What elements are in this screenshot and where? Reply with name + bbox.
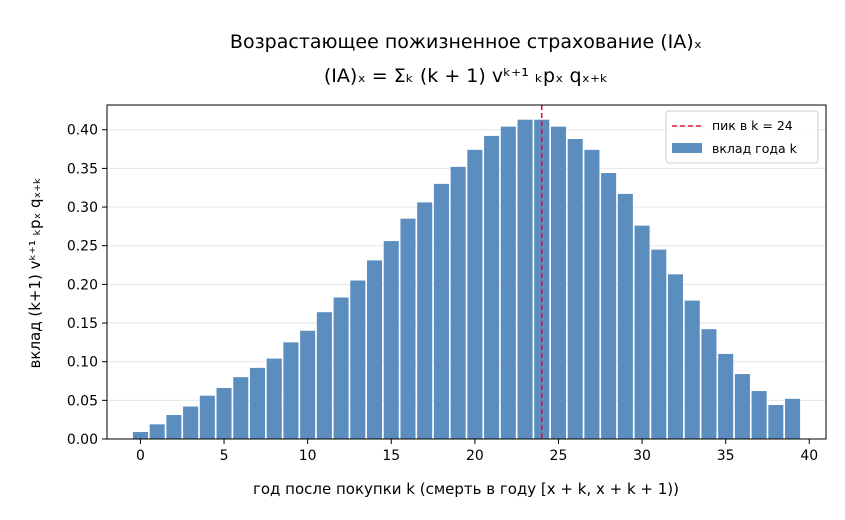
- x-tick-label: 0: [136, 448, 145, 464]
- plot-frame: [106, 104, 827, 440]
- bars-layer: [132, 119, 801, 440]
- bar: [367, 260, 383, 439]
- bar: [350, 280, 366, 439]
- legend-box: [665, 110, 819, 164]
- bar: [216, 387, 232, 439]
- y-axis-label: вклад (k+1) vᵏ⁺¹ ₖpₓ qₓ₊ₖ: [26, 178, 44, 369]
- bar: [333, 297, 349, 439]
- bar: [617, 193, 633, 439]
- bar: [383, 241, 399, 439]
- bar: [718, 353, 734, 439]
- x-axis-label: год после покупки k (смерть в году [x + …: [253, 480, 679, 498]
- bar: [500, 126, 516, 440]
- x-tick-label: 15: [382, 448, 400, 464]
- chart-title-line2: (IA)ₓ = Σₖ (k + 1) vᵏ⁺¹ ₖpₓ qₓ₊ₖ: [324, 65, 608, 87]
- bar: [433, 183, 449, 439]
- bar: [249, 367, 266, 439]
- bar: [467, 149, 483, 439]
- legend: пик в k = 24 вклад года k: [665, 110, 819, 164]
- bar: [567, 139, 583, 439]
- legend-bar-swatch: [672, 143, 702, 153]
- y-tick-label: 0.35: [67, 161, 98, 177]
- bar: [785, 398, 801, 439]
- bar: [768, 404, 784, 439]
- x-ticks: 0 5 10 15 20 25 30 35 40: [136, 439, 818, 464]
- bar: [132, 432, 148, 439]
- x-tick-label: 40: [800, 448, 818, 464]
- bar: [266, 358, 282, 439]
- y-tick-label: 0.10: [67, 355, 98, 371]
- bar: [667, 274, 684, 439]
- bar: [550, 126, 566, 440]
- bar: [316, 312, 332, 439]
- x-tick-label: 30: [633, 448, 651, 464]
- bar: [751, 391, 767, 439]
- bar: [651, 249, 667, 439]
- y-tick-label: 0.00: [67, 432, 98, 448]
- bar: [601, 173, 617, 439]
- bar: [149, 424, 165, 439]
- y-ticks: 0.00 0.05 0.10 0.15 0.20 0.25 0.30 0.35 0.40: [67, 123, 107, 448]
- x-tick-label: 10: [299, 448, 317, 464]
- x-tick-label: 25: [550, 448, 568, 464]
- bar: [183, 406, 199, 439]
- bar: [233, 377, 249, 439]
- bar: [684, 300, 700, 439]
- x-tick-label: 5: [220, 448, 229, 464]
- bar: [400, 218, 416, 439]
- bar: [584, 149, 600, 439]
- y-tick-label: 0.30: [67, 200, 98, 216]
- bar: [283, 342, 299, 439]
- bar: [300, 330, 316, 439]
- bar: [450, 166, 466, 439]
- grid-layer: [107, 129, 826, 401]
- y-tick-label: 0.20: [67, 277, 98, 293]
- legend-bar-label: вклад года k: [712, 141, 798, 156]
- bar: [199, 395, 215, 439]
- y-tick-label: 0.25: [67, 239, 98, 255]
- bar: [517, 119, 533, 439]
- x-tick-label: 20: [466, 448, 484, 464]
- y-tick-label: 0.40: [67, 123, 98, 139]
- bar: [734, 374, 750, 439]
- bar: [166, 415, 182, 439]
- x-tick-label: 35: [717, 448, 735, 464]
- bar: [701, 329, 717, 439]
- bar: [534, 119, 550, 439]
- bar: [417, 202, 433, 439]
- legend-peak-label: пик в k = 24: [712, 118, 793, 133]
- bar: [634, 225, 650, 439]
- y-tick-label: 0.15: [67, 316, 98, 332]
- chart-title-line1: Возрастающее пожизненное страхование (IA…: [230, 31, 702, 53]
- y-tick-label: 0.05: [67, 393, 98, 409]
- bar: [484, 135, 500, 440]
